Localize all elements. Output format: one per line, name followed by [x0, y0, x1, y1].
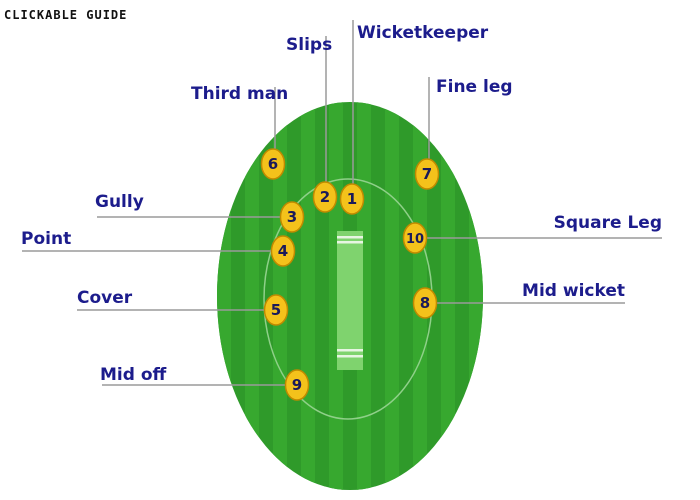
fielder-square-leg[interactable]: Square Leg 10 — [402, 213, 663, 254]
crease-line — [337, 355, 363, 358]
position-marker[interactable] — [414, 158, 440, 190]
position-marker[interactable] — [402, 222, 428, 254]
position-number[interactable]: 4 — [278, 242, 288, 260]
position-marker[interactable] — [284, 369, 310, 401]
position-marker[interactable] — [263, 294, 289, 326]
fielder-mid-wicket[interactable]: Mid wicket 8 — [412, 281, 626, 319]
position-label-slips[interactable]: Slips — [286, 35, 332, 55]
fielder-slips[interactable]: Slips 2 — [286, 35, 338, 213]
position-label-point[interactable]: Point — [21, 229, 71, 249]
fielder-wicketkeeper[interactable]: Wicketkeeper 1 — [339, 20, 489, 215]
crease-line — [337, 236, 363, 239]
guide-title: CLICKABLE GUIDE — [4, 8, 128, 22]
crease-line — [337, 241, 363, 244]
position-number[interactable]: 5 — [271, 301, 281, 319]
field-stripes — [217, 102, 483, 490]
position-number[interactable]: 7 — [422, 165, 432, 183]
position-label-square-leg[interactable]: Square Leg — [554, 213, 662, 233]
position-label-fine-leg[interactable]: Fine leg — [436, 77, 513, 97]
position-marker[interactable] — [412, 287, 438, 319]
field-stripe — [441, 102, 455, 490]
fielder-fine-leg[interactable]: Fine leg 7 — [414, 77, 513, 190]
position-label-mid-wicket[interactable]: Mid wicket — [522, 281, 625, 301]
position-number[interactable]: 9 — [292, 376, 302, 394]
position-label-cover[interactable]: Cover — [77, 288, 133, 308]
creases — [337, 236, 363, 358]
field-stripe — [301, 102, 315, 490]
cricket-field — [217, 102, 483, 490]
fielder-point[interactable]: Point 4 — [21, 229, 296, 267]
position-number[interactable]: 10 — [406, 232, 424, 247]
field-stripe — [245, 102, 259, 490]
field-stripe — [385, 102, 399, 490]
fielder-mid-off[interactable]: Mid off 9 — [100, 365, 310, 401]
position-label-wicketkeeper[interactable]: Wicketkeeper — [357, 23, 489, 43]
position-label-third-man[interactable]: Third man — [191, 84, 288, 104]
position-marker[interactable] — [279, 201, 305, 233]
position-marker[interactable] — [339, 183, 365, 215]
fielding-positions: Wicketkeeper 1 Slips 2 Gully 3 Point 4 Cover 5 Thi… — [21, 20, 663, 401]
fielder-gully[interactable]: Gully 3 — [95, 192, 305, 233]
position-label-gully[interactable]: Gully — [95, 192, 144, 212]
fielder-third-man[interactable]: Third man 6 — [191, 84, 288, 180]
position-marker[interactable] — [260, 148, 286, 180]
pitch — [337, 231, 363, 370]
position-marker[interactable] — [270, 235, 296, 267]
position-number[interactable]: 2 — [320, 188, 330, 206]
position-number[interactable]: 1 — [347, 190, 357, 208]
crease-line — [337, 349, 363, 352]
field-stripe — [469, 102, 483, 490]
fielder-cover[interactable]: Cover 5 — [77, 288, 289, 326]
position-number[interactable]: 3 — [287, 208, 297, 226]
position-marker[interactable] — [312, 181, 338, 213]
position-number[interactable]: 6 — [268, 155, 278, 173]
field-stripe — [217, 102, 231, 490]
position-number[interactable]: 8 — [420, 294, 430, 312]
position-label-mid-off[interactable]: Mid off — [100, 365, 167, 385]
